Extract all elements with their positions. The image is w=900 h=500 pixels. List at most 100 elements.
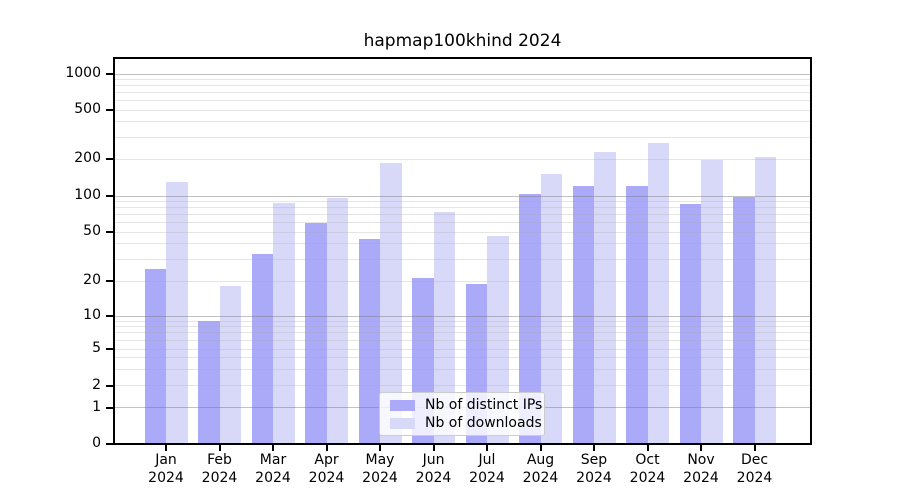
bar-downloads-sep [594, 151, 616, 444]
x-tick [165, 445, 167, 451]
bar-distinct-ips-mar [251, 254, 273, 444]
minor-gridline [115, 357, 810, 359]
y-tick [106, 280, 113, 282]
x-tick-label: Sep 2024 [576, 452, 612, 486]
bar-distinct-ips-nov [679, 203, 701, 444]
bar-distinct-ips-dec [733, 196, 755, 444]
minor-gridline [115, 158, 810, 160]
major-gridline [115, 315, 810, 317]
bar-distinct-ips-feb [198, 321, 220, 444]
x-tick [272, 445, 274, 451]
y-tick-label: 1000 [65, 65, 101, 81]
legend-swatch-downloads [390, 417, 415, 429]
y-tick [106, 384, 113, 387]
y-tick [106, 73, 113, 75]
x-tick-label: May 2024 [362, 452, 398, 486]
minor-gridline [115, 109, 810, 111]
x-tick-label: Jan 2024 [148, 452, 184, 486]
y-tick [106, 195, 113, 197]
x-tick-label: Apr 2024 [308, 452, 345, 486]
bar-downloads-feb [219, 286, 241, 444]
legend-label-distinct-ips: Nb of distinct IPs [425, 397, 543, 413]
minor-gridline [115, 200, 810, 202]
bar-downloads-aug [540, 174, 562, 444]
y-tick [106, 315, 113, 317]
y-tick [106, 158, 113, 160]
minor-gridline [115, 339, 810, 341]
x-tick-label: Nov 2024 [683, 452, 719, 486]
y-tick-label: 500 [74, 101, 101, 117]
legend-label-downloads: Nb of downloads [425, 415, 542, 431]
legend-item-downloads: Nb of downloads [386, 415, 542, 431]
minor-gridline [115, 280, 810, 282]
x-tick-label: Jul 2024 [469, 452, 505, 486]
y-tick [106, 231, 113, 233]
minor-gridline [115, 214, 810, 216]
legend-item-distinct-ips: Nb of distinct IPs [386, 397, 542, 413]
legend: Nb of distinct IPs Nb of downloads [379, 392, 545, 436]
major-gridline [115, 195, 810, 197]
y-tick-label: 20 [83, 272, 101, 288]
bar-downloads-jan [166, 181, 188, 444]
minor-gridline [115, 92, 810, 94]
x-tick [700, 445, 702, 451]
x-tick-label: Dec 2024 [736, 452, 773, 486]
bar-downloads-mar [273, 202, 295, 444]
x-tick-label: Jun 2024 [415, 452, 452, 486]
bar-downloads-jun [433, 211, 455, 444]
bar-distinct-ips-sep [572, 186, 594, 444]
bar-downloads-nov [701, 160, 723, 444]
minor-gridline [115, 348, 810, 350]
x-tick-label: Aug 2024 [522, 452, 559, 486]
bar-downloads-may [380, 163, 402, 444]
minor-gridline [115, 326, 810, 328]
bar-distinct-ips-may [358, 238, 380, 444]
x-tick-label: Oct 2024 [629, 452, 666, 486]
x-tick [486, 445, 488, 451]
bar-distinct-ips-aug [519, 194, 541, 444]
y-tick [106, 348, 113, 350]
bar-downloads-jul [487, 236, 509, 444]
y-tick-label: 1 [92, 398, 101, 415]
x-tick [379, 445, 381, 451]
minor-gridline [115, 368, 810, 370]
minor-gridline [115, 207, 810, 209]
y-tick [106, 109, 113, 111]
minor-gridline [115, 136, 810, 138]
x-tick-label: Mar 2024 [255, 452, 291, 486]
bar-downloads-apr [326, 198, 348, 444]
minor-gridline [115, 78, 810, 80]
minor-gridline [115, 231, 810, 233]
x-tick [432, 445, 435, 451]
minor-gridline [115, 258, 810, 260]
x-tick [753, 445, 756, 451]
y-tick-label: 100 [74, 187, 101, 203]
minor-gridline [115, 332, 810, 334]
x-tick [646, 445, 649, 451]
minor-gridline [115, 222, 810, 224]
bar-distinct-ips-apr [305, 222, 327, 444]
y-tick-label: 200 [74, 150, 101, 166]
y-tick-label: 0 [92, 434, 101, 451]
minor-gridline [115, 121, 810, 123]
y-tick [106, 442, 113, 445]
major-gridline [115, 73, 810, 75]
minor-gridline [115, 385, 810, 387]
y-tick-label: 5 [92, 340, 101, 356]
minor-gridline [115, 320, 810, 322]
minor-gridline [115, 85, 810, 87]
bar-distinct-ips-oct [626, 186, 648, 444]
legend-swatch-distinct-ips [390, 399, 415, 411]
bar-distinct-ips-jan [144, 269, 166, 444]
y-tick [106, 406, 113, 409]
chart-title: hapmap100khind 2024 [363, 31, 562, 51]
x-tick [325, 445, 328, 451]
minor-gridline [115, 100, 810, 102]
y-tick-label: 2 [92, 376, 101, 393]
bar-downloads-oct [647, 142, 669, 444]
y-tick-label: 10 [83, 307, 101, 323]
y-tick-label: 50 [83, 223, 101, 239]
minor-gridline [115, 243, 810, 245]
x-tick [539, 445, 542, 451]
